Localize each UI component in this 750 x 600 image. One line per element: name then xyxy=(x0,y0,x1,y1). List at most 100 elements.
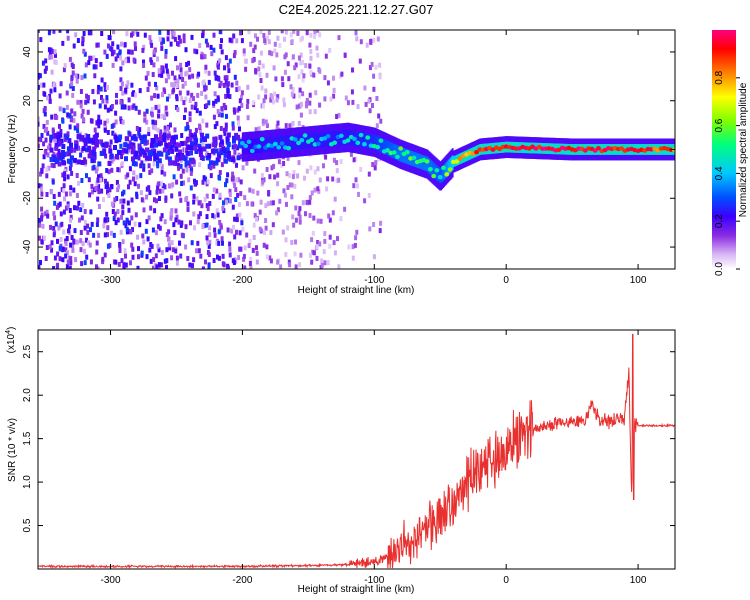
spectrogram-cell xyxy=(124,253,127,259)
spectrogram-cell xyxy=(116,44,120,50)
spectrogram-cell xyxy=(261,179,265,185)
spectrogram-cell xyxy=(131,156,135,162)
spectrogram-cell xyxy=(124,156,128,162)
spectrogram-cell xyxy=(332,87,336,93)
spectrogram-cell xyxy=(145,194,149,200)
spectrogram-cell xyxy=(199,129,202,135)
spectrogram-cell xyxy=(84,62,88,68)
spectrogram-cell xyxy=(220,38,223,44)
spectrogram-cell xyxy=(232,53,236,59)
spectrogram-cell xyxy=(88,138,93,144)
spectrogram-cell xyxy=(63,171,67,177)
spectrogram-cell xyxy=(183,156,188,162)
spectrogram-cell xyxy=(95,42,99,48)
spectrogram-cell xyxy=(233,149,237,155)
spectrogram-cell xyxy=(158,188,162,194)
spectrogram-cell xyxy=(354,177,358,183)
spectrogram-cell xyxy=(38,143,40,149)
spectrogram-cell xyxy=(188,111,192,117)
spectrogram-cell xyxy=(255,245,258,251)
spectrogram-cell xyxy=(113,145,117,150)
spectrogram-cell xyxy=(310,190,314,196)
spectrogram-cell xyxy=(215,121,219,127)
spectrogram-cell xyxy=(304,63,308,69)
spectrogram-cell xyxy=(157,181,161,187)
spectrogram-cell xyxy=(120,161,124,167)
spectrogram-cell xyxy=(370,61,374,67)
spectrogram-cell xyxy=(97,161,102,167)
colorbar-label: Normalized spectral amplitude xyxy=(738,82,749,217)
spectrogram-cell xyxy=(170,208,174,214)
spectrogram-cell xyxy=(85,254,89,260)
spectrogram-cell xyxy=(97,189,101,195)
spectrogram-cell xyxy=(145,119,149,125)
spectrogram-cell xyxy=(110,184,113,190)
spectrogram-cell xyxy=(211,213,215,219)
spectrogram-cell xyxy=(284,135,286,151)
spectrogram-cell xyxy=(135,174,139,180)
spectrogram-cell xyxy=(182,33,186,39)
spectrogram-cell xyxy=(83,225,87,231)
spectrogram-cell xyxy=(243,245,247,251)
spectrogram-cell xyxy=(116,53,120,59)
spectrogram-cell xyxy=(372,134,375,150)
spectrogram-cell xyxy=(285,201,288,207)
spectrogram-cell xyxy=(68,191,72,197)
spectrogram-cell xyxy=(66,112,70,118)
spectrogram-peak xyxy=(395,154,400,159)
spectrogram-cell xyxy=(91,155,95,161)
spectrogram-cell xyxy=(174,56,178,62)
spectrogram-cell xyxy=(235,177,239,183)
spectrogram-cell xyxy=(313,187,317,193)
spectrogram-cell xyxy=(136,234,140,240)
spectrogram-cell xyxy=(82,117,86,123)
spectrogram-peak xyxy=(352,136,357,142)
spectrogram-cell xyxy=(332,157,336,163)
spectrogram-cell xyxy=(190,141,194,147)
spectrogram-cell xyxy=(238,212,242,218)
spectrogram-cell xyxy=(96,177,100,183)
spectrogram-cell xyxy=(360,132,362,147)
spectrogram-cell xyxy=(164,63,168,69)
spectrogram-cell xyxy=(126,172,130,178)
spectrogram-cell xyxy=(347,130,350,145)
spectrogram-cell xyxy=(69,217,72,223)
spectrogram-cell xyxy=(65,135,70,141)
spectrogram-cell xyxy=(251,100,255,106)
spectrogram-cell xyxy=(45,119,49,125)
spectrogram-cell xyxy=(97,204,101,209)
spectrogram-cell xyxy=(225,75,229,81)
spectrogram-cell xyxy=(41,163,45,169)
spectrogram-cell xyxy=(305,30,309,36)
spectrogram-cell xyxy=(121,204,125,210)
spectrogram-cell xyxy=(291,54,295,60)
spectrogram-cell xyxy=(346,130,349,145)
spectrogram-cell xyxy=(288,182,292,188)
spectrogram-cell xyxy=(133,41,137,47)
spectrogram-cell xyxy=(339,130,342,146)
spectrogram-cell xyxy=(199,137,203,143)
spectrogram-cell xyxy=(172,87,176,93)
spectrogram-cell xyxy=(375,135,378,151)
spectrogram-cell xyxy=(90,221,94,227)
spectrogram-cell xyxy=(89,259,93,265)
spectrogram-cell xyxy=(352,183,356,189)
spectrogram-cell xyxy=(165,111,169,117)
spectrogram-cell xyxy=(266,35,269,41)
spectrogram-cell xyxy=(140,160,144,166)
spectrogram-cell xyxy=(175,96,179,102)
spectrogram-cell xyxy=(60,154,65,160)
spectrogram-cell xyxy=(49,137,53,143)
spectrogram-cell xyxy=(383,139,385,154)
spectrogram-cell xyxy=(287,76,291,82)
spectrogram-cell xyxy=(163,258,167,264)
spectrogram-cell xyxy=(326,80,330,86)
spectrogram-cell xyxy=(99,119,103,125)
spectrogram-cell xyxy=(69,142,73,148)
spectrogram-cell xyxy=(154,230,158,236)
spectrogram-cell xyxy=(381,138,383,153)
spectrogram-cell xyxy=(166,36,170,42)
spectrogram-cell xyxy=(442,166,445,181)
spectrogram-cell xyxy=(188,117,192,123)
spectrogram-cell xyxy=(53,200,57,206)
